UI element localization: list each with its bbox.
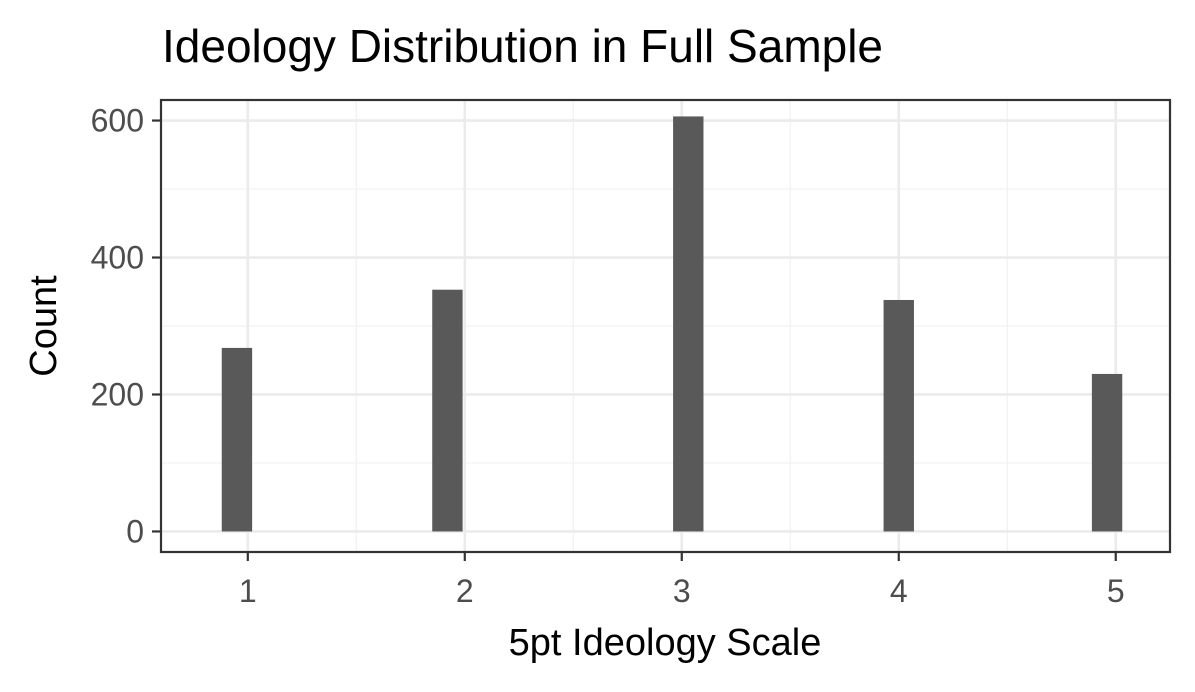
x-tick-label: 1 xyxy=(239,573,257,609)
bar-4 xyxy=(883,299,914,532)
y-tick-label: 0 xyxy=(126,513,144,549)
bar-3 xyxy=(673,116,704,532)
x-tick-label: 5 xyxy=(1107,573,1125,609)
x-tick-label: 4 xyxy=(890,573,908,609)
y-tick-label: 600 xyxy=(91,103,144,139)
bar-2 xyxy=(432,289,463,532)
panel-border xyxy=(159,98,1172,554)
y-tick-label: 200 xyxy=(91,376,144,412)
bar-1 xyxy=(221,347,253,532)
x-tick-label: 2 xyxy=(456,573,474,609)
axes: 1 2 3 4 5 0 200 400 600 xyxy=(91,103,1125,609)
x-tick-label: 3 xyxy=(673,573,691,609)
bars xyxy=(221,116,1123,532)
y-tick-label: 400 xyxy=(91,240,144,276)
x-axis-title: 5pt Ideology Scale xyxy=(509,622,822,664)
y-axis-title: Count xyxy=(23,275,65,377)
bar-5 xyxy=(1091,373,1123,532)
chart-title: Ideology Distribution in Full Sample xyxy=(162,20,883,72)
grid-lines xyxy=(161,100,1170,552)
